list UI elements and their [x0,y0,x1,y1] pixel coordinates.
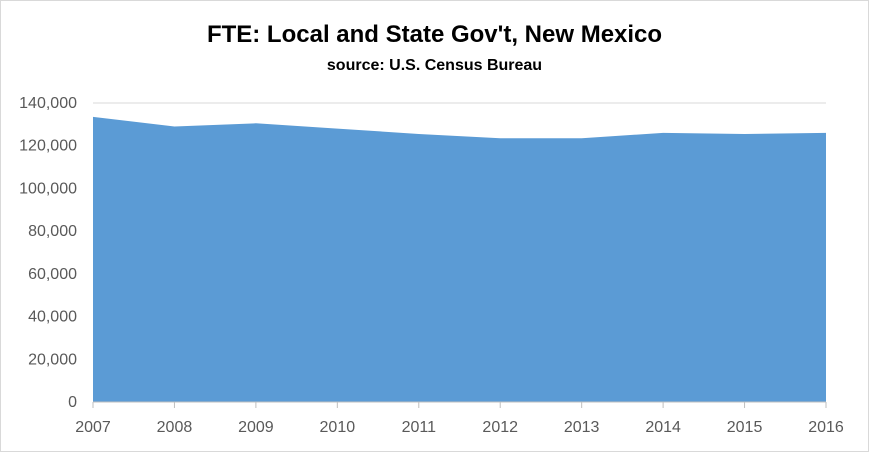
y-tick-label: 40,000 [28,309,77,326]
x-tick-label: 2010 [320,419,356,436]
x-tick-label: 2007 [75,419,111,436]
x-tick-label: 2015 [727,419,763,436]
y-tick-label: 20,000 [28,351,77,368]
x-tick-label: 2012 [482,419,518,436]
area-series-layer [92,116,827,402]
y-tick-label: 100,000 [19,180,77,197]
x-axis-tick-labels: 2007 2008 2009 2010 2011 2012 2013 2014 2015 2016 [75,419,844,436]
y-tick-label: 140,000 [19,95,77,112]
y-axis-tick-labels: 0 20,000 40,000 60,000 80,000 100,000 120,000 1… [19,95,77,411]
axes [92,401,827,408]
y-tick-label: 60,000 [28,266,77,283]
chart-title: FTE: Local and State Gov't, New Mexico [206,21,663,48]
x-tick-label: 2008 [157,419,193,436]
x-tick-label: 2013 [564,419,600,436]
y-tick-label: 120,000 [19,138,77,155]
x-tick-label: 2016 [808,419,844,436]
chart-subtitle: source: U.S. Census Bureau [326,57,543,74]
area-series-0 [93,116,826,402]
x-tick-label: 2011 [402,419,437,436]
y-tick-label: 80,000 [28,223,77,240]
x-tick-label: 2009 [238,419,274,436]
y-tick-label: 0 [68,394,77,411]
x-tick-label: 2014 [645,419,681,436]
